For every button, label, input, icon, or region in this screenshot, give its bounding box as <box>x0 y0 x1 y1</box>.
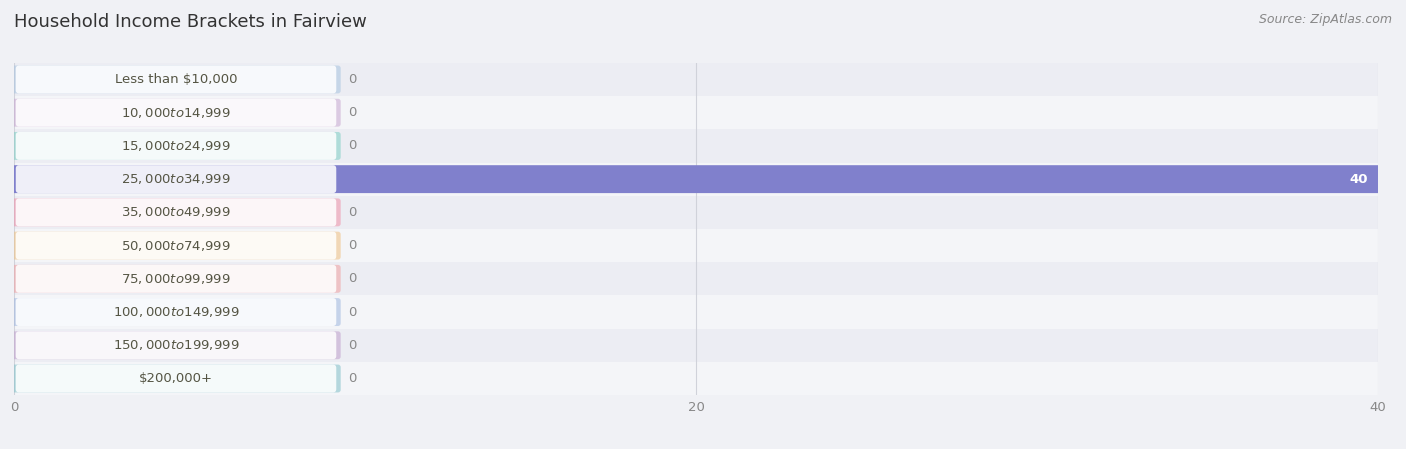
Text: $10,000 to $14,999: $10,000 to $14,999 <box>121 106 231 120</box>
FancyBboxPatch shape <box>11 198 340 226</box>
FancyBboxPatch shape <box>15 365 336 392</box>
Text: 0: 0 <box>349 273 357 285</box>
FancyBboxPatch shape <box>11 66 340 93</box>
FancyBboxPatch shape <box>11 265 340 293</box>
FancyBboxPatch shape <box>15 298 336 326</box>
Bar <box>14 262 1378 295</box>
FancyBboxPatch shape <box>15 165 336 193</box>
FancyBboxPatch shape <box>11 298 340 326</box>
FancyBboxPatch shape <box>11 165 1381 193</box>
FancyBboxPatch shape <box>11 132 340 160</box>
Text: 0: 0 <box>349 372 357 385</box>
Text: $25,000 to $34,999: $25,000 to $34,999 <box>121 172 231 186</box>
Text: 0: 0 <box>349 306 357 318</box>
FancyBboxPatch shape <box>15 132 336 160</box>
Text: 0: 0 <box>349 239 357 252</box>
FancyBboxPatch shape <box>15 232 336 260</box>
Text: 0: 0 <box>349 73 357 86</box>
FancyBboxPatch shape <box>11 99 340 127</box>
FancyBboxPatch shape <box>15 99 336 127</box>
FancyBboxPatch shape <box>11 365 340 392</box>
Text: $75,000 to $99,999: $75,000 to $99,999 <box>121 272 231 286</box>
Bar <box>14 295 1378 329</box>
FancyBboxPatch shape <box>15 198 336 226</box>
Text: $50,000 to $74,999: $50,000 to $74,999 <box>121 238 231 253</box>
Text: $150,000 to $199,999: $150,000 to $199,999 <box>112 338 239 352</box>
Bar <box>14 63 1378 96</box>
Text: $200,000+: $200,000+ <box>139 372 214 385</box>
Text: 0: 0 <box>349 339 357 352</box>
Bar <box>14 163 1378 196</box>
Bar <box>14 362 1378 395</box>
FancyBboxPatch shape <box>11 232 340 260</box>
Text: Less than $10,000: Less than $10,000 <box>115 73 238 86</box>
Text: Household Income Brackets in Fairview: Household Income Brackets in Fairview <box>14 13 367 31</box>
Text: 0: 0 <box>349 206 357 219</box>
Text: 40: 40 <box>1350 173 1368 185</box>
Text: $100,000 to $149,999: $100,000 to $149,999 <box>112 305 239 319</box>
Bar <box>14 229 1378 262</box>
FancyBboxPatch shape <box>11 331 340 359</box>
FancyBboxPatch shape <box>15 66 336 93</box>
Text: Source: ZipAtlas.com: Source: ZipAtlas.com <box>1258 13 1392 26</box>
Bar <box>14 196 1378 229</box>
Text: $15,000 to $24,999: $15,000 to $24,999 <box>121 139 231 153</box>
Text: 0: 0 <box>349 106 357 119</box>
Bar <box>14 96 1378 129</box>
Text: 0: 0 <box>349 140 357 152</box>
FancyBboxPatch shape <box>15 265 336 293</box>
Bar <box>14 329 1378 362</box>
FancyBboxPatch shape <box>15 331 336 359</box>
Bar <box>14 129 1378 163</box>
Text: $35,000 to $49,999: $35,000 to $49,999 <box>121 205 231 220</box>
